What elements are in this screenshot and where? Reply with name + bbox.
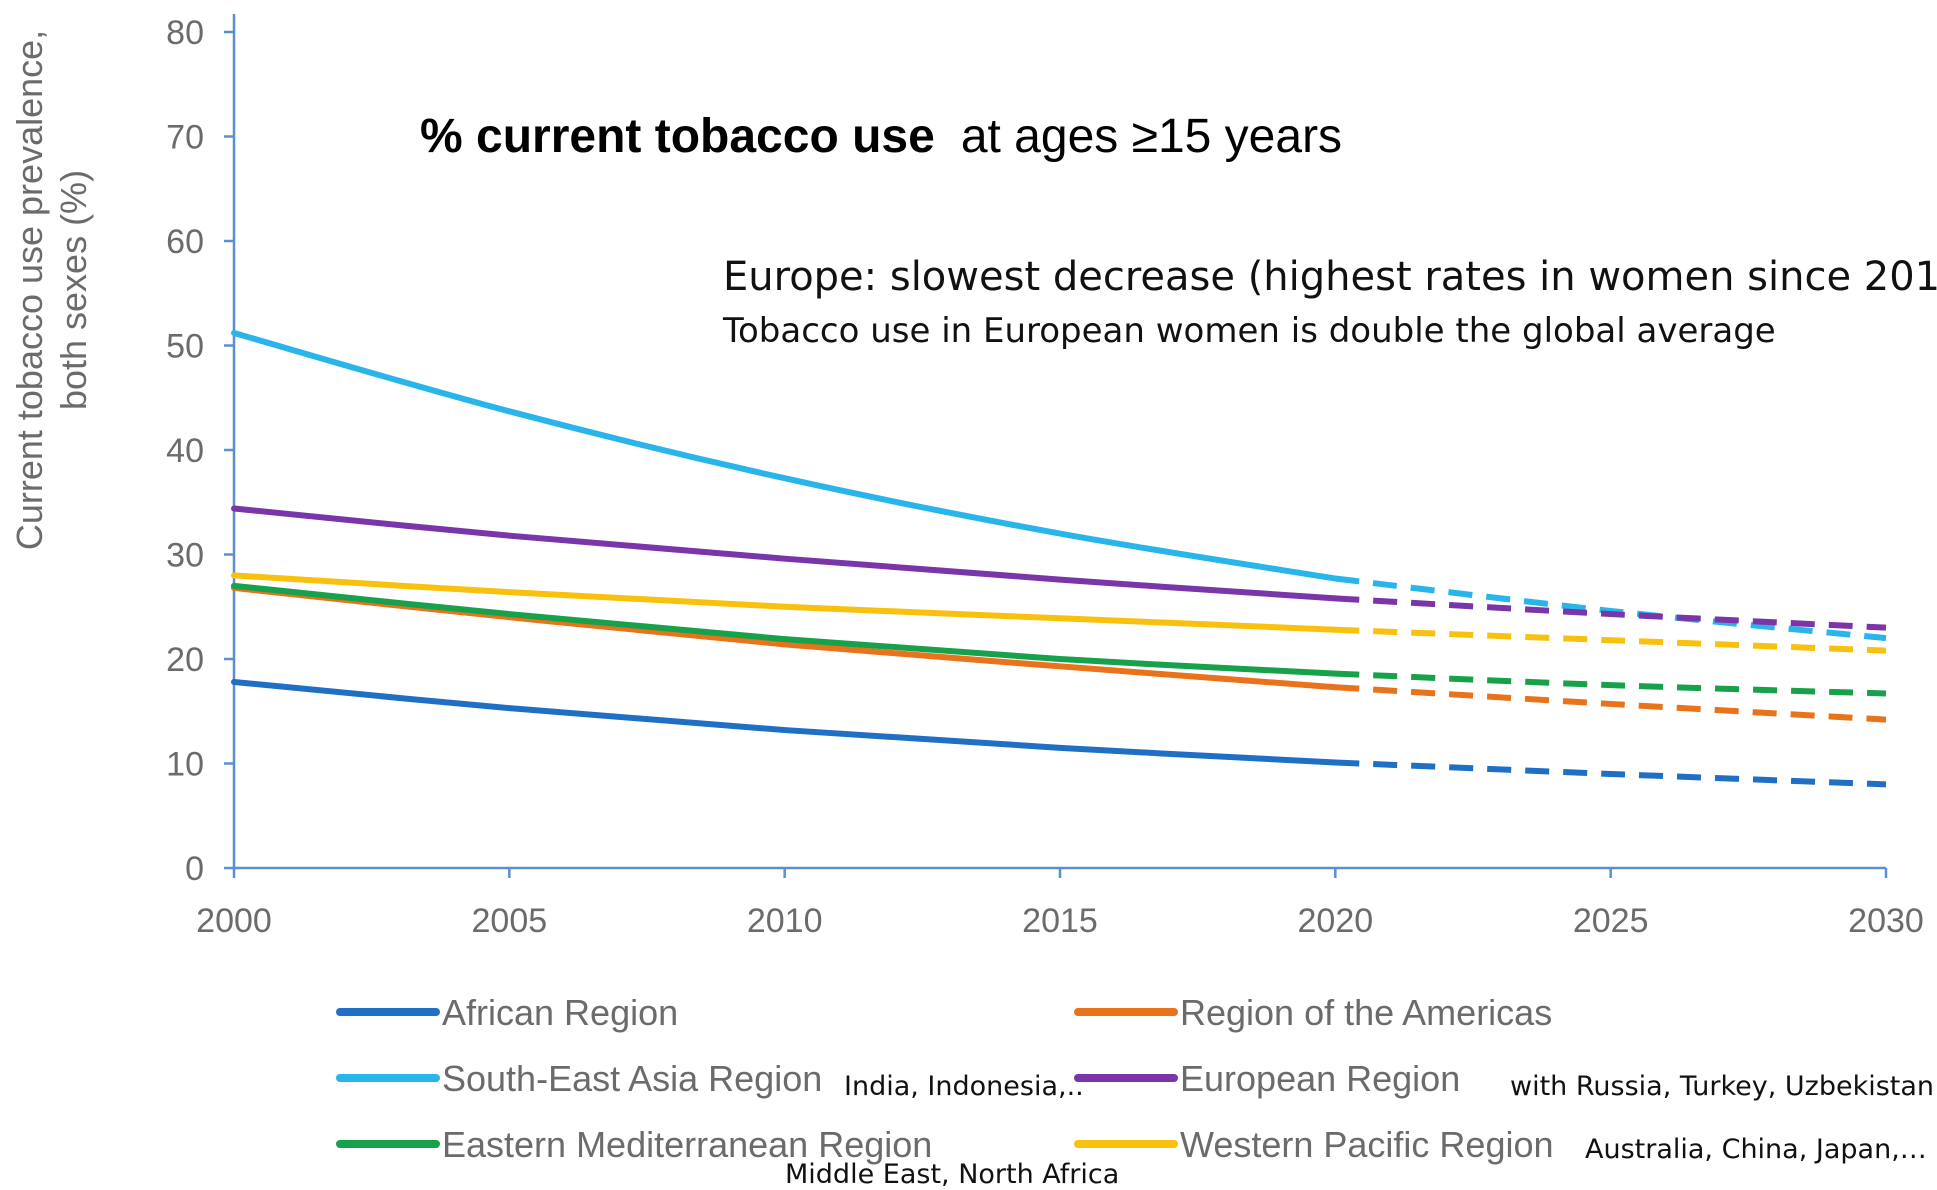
series-projection-european-region bbox=[1335, 595, 1887, 631]
legend-label-western-pacific-region: Western Pacific Region bbox=[1180, 1124, 1554, 1165]
legend-note-south-east-asia: India, Indonesia,.. bbox=[844, 1071, 1084, 1102]
y-tick-label: 40 bbox=[166, 432, 204, 470]
series-projection-african-region bbox=[1335, 759, 1887, 788]
y-tick-label: 70 bbox=[166, 119, 204, 157]
y-tick-label: 50 bbox=[166, 328, 204, 366]
series-line-european-region bbox=[231, 505, 1339, 602]
x-tick-label: 2000 bbox=[196, 902, 272, 940]
series-projection-region-of-the-americas bbox=[1335, 684, 1887, 723]
y-tick-label: 30 bbox=[166, 537, 204, 575]
y-tick-label: 20 bbox=[166, 641, 204, 679]
y-axis-title: Current tobacco use prevalence, both sex… bbox=[9, 30, 94, 550]
legend-note-eastern-mediterranean: Middle East, North Africa bbox=[785, 1159, 1119, 1190]
series-projection-eastern-mediterranean-region bbox=[1335, 670, 1887, 697]
legend-label-african-region: African Region bbox=[442, 992, 678, 1033]
legend-label-european-region: European Region bbox=[1180, 1058, 1460, 1099]
x-tick-label: 2010 bbox=[747, 902, 823, 940]
y-tick-label: 80 bbox=[166, 14, 204, 52]
series-line-african-region bbox=[231, 678, 1339, 766]
legend-note-european: with Russia, Turkey, Uzbekistan bbox=[1510, 1071, 1934, 1102]
series-line-eastern-mediterranean-region bbox=[231, 582, 1339, 677]
x-tick-label: 2030 bbox=[1848, 902, 1924, 940]
series-projection-south-east-asia-region bbox=[1334, 575, 1887, 642]
y-tick-label: 10 bbox=[166, 746, 204, 784]
series-lines bbox=[231, 329, 1887, 788]
x-tick-label: 2025 bbox=[1573, 902, 1649, 940]
chart-title: % current tobacco use at ages ≥15 years bbox=[420, 110, 1342, 163]
y-tick-label: 0 bbox=[185, 850, 204, 888]
europe-headline-note: Europe: slowest decrease (highest rates … bbox=[723, 254, 1937, 300]
legend-label-south-east-asia-region: South-East Asia Region bbox=[442, 1058, 822, 1099]
legend: African Region Region of the Americas Sout… bbox=[336, 992, 1554, 1165]
legend-label-eastern-mediterranean-region: Eastern Mediterranean Region bbox=[442, 1124, 932, 1165]
series-projection-western-pacific-region bbox=[1335, 626, 1887, 654]
x-tick-label: 2015 bbox=[1022, 902, 1098, 940]
y-axis-title-line2: both sexes (%) bbox=[53, 170, 94, 410]
series-line-south-east-asia-region bbox=[231, 329, 1339, 582]
series-line-western-pacific-region bbox=[231, 572, 1339, 633]
legend-label-region-of-the-americas: Region of the Americas bbox=[1180, 992, 1552, 1033]
y-axis-title-line1: Current tobacco use prevalence, bbox=[9, 30, 50, 550]
legend-note-western-pacific: Australia, China, Japan,… bbox=[1585, 1134, 1927, 1165]
x-tick-label: 2020 bbox=[1298, 902, 1374, 940]
y-tick-label: 60 bbox=[166, 223, 204, 261]
x-tick-label: 2005 bbox=[472, 902, 548, 940]
chart-title-bold: % current tobacco use bbox=[420, 110, 935, 163]
europe-sub-note: Tobacco use in European women is double … bbox=[722, 311, 1776, 351]
chart-title-rest: at ages ≥15 years bbox=[961, 110, 1342, 163]
